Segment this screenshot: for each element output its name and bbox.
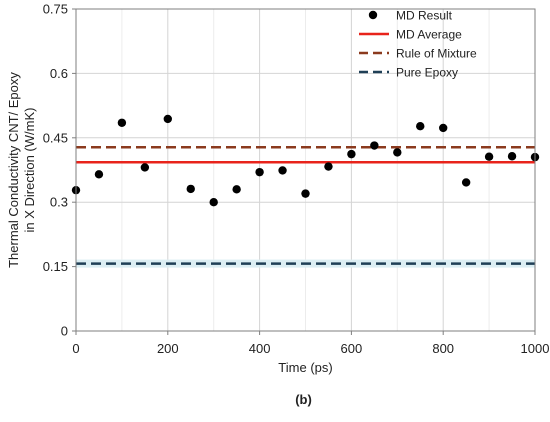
md-result-point	[507, 152, 517, 161]
x-tick-label: 200	[157, 341, 179, 356]
md-result-point	[416, 122, 425, 131]
md-result-point	[117, 118, 127, 127]
y-axis-title-line-1: Thermal Conductivity CNT/ Epoxy	[6, 72, 21, 268]
legend: MD Result MD Average Rule of Mixture Pure E…	[359, 9, 477, 80]
x-tick-label: 800	[432, 341, 454, 356]
md-result-point	[301, 189, 310, 198]
panel-label: (b)	[295, 392, 312, 407]
legend-label: MD Result	[396, 9, 453, 23]
x-tick-label: 0	[72, 341, 79, 356]
md-result-point	[209, 198, 218, 207]
x-tick-label: 1000	[521, 341, 550, 356]
y-tick-label: 0.15	[43, 259, 68, 274]
md-result-point	[94, 170, 104, 179]
legend-label: Pure Epoxy	[396, 66, 458, 80]
y-tick-label: 0.75	[43, 2, 68, 17]
md-result-point	[347, 149, 356, 159]
md-result-point	[163, 114, 172, 124]
x-tick-label: 400	[249, 341, 271, 356]
md-result-point	[255, 167, 264, 177]
md-result-point	[324, 162, 333, 171]
legend-marker-md-result	[368, 10, 378, 20]
series-layer	[71, 114, 540, 268]
y-tick-label: 0.45	[43, 130, 68, 145]
x-axis-title: Time (ps)	[278, 360, 332, 375]
legend-label: Rule of Mixture	[396, 47, 477, 61]
y-tick-label: 0.6	[50, 66, 68, 81]
md-result-point	[186, 184, 195, 194]
md-result-point	[140, 163, 150, 172]
md-result-point	[461, 178, 471, 187]
plot-area-frame	[75, 8, 536, 332]
axis-ticks: 0 200 400 600 800 1000 0 0.15 0.3 0.45 0.6 0.75	[43, 2, 550, 357]
md-result-point	[439, 123, 448, 133]
md-result-point	[278, 166, 287, 175]
md-result-point	[370, 141, 379, 150]
md-result-point	[484, 152, 494, 161]
x-tick-label: 600	[341, 341, 363, 356]
md-result-point	[232, 185, 241, 194]
y-tick-label: 0	[61, 324, 68, 339]
legend-label: MD Average	[396, 28, 462, 42]
md-result-point	[393, 148, 402, 157]
y-axis-title-line-2: in X Direction (W/mK)	[22, 108, 37, 233]
y-tick-label: 0.3	[50, 195, 68, 210]
